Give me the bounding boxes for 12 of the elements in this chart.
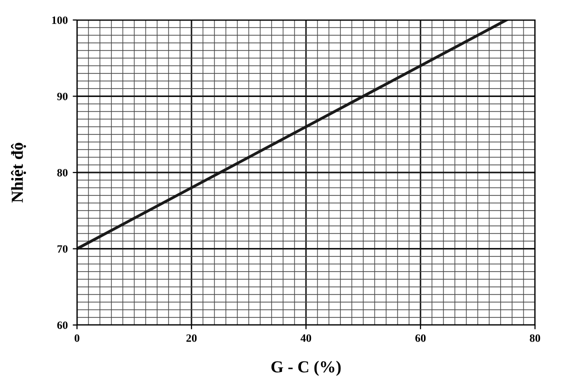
y-axis-title: Nhiệt độ (11, 142, 26, 203)
x-tick-label: 40 (300, 334, 312, 342)
x-tick-label: 80 (530, 334, 540, 342)
y-tick-label: 70 (57, 245, 68, 253)
x-axis-title: G - C (%) (271, 360, 341, 376)
y-tick-label: 100 (52, 16, 68, 24)
y-tick-label: 90 (57, 92, 68, 100)
x-tick-label: 0 (74, 334, 80, 342)
y-tick-label: 80 (57, 168, 68, 176)
y-tick-label: 60 (57, 321, 68, 329)
x-tick-label: 60 (415, 334, 426, 342)
x-tick-label: 20 (186, 334, 197, 342)
